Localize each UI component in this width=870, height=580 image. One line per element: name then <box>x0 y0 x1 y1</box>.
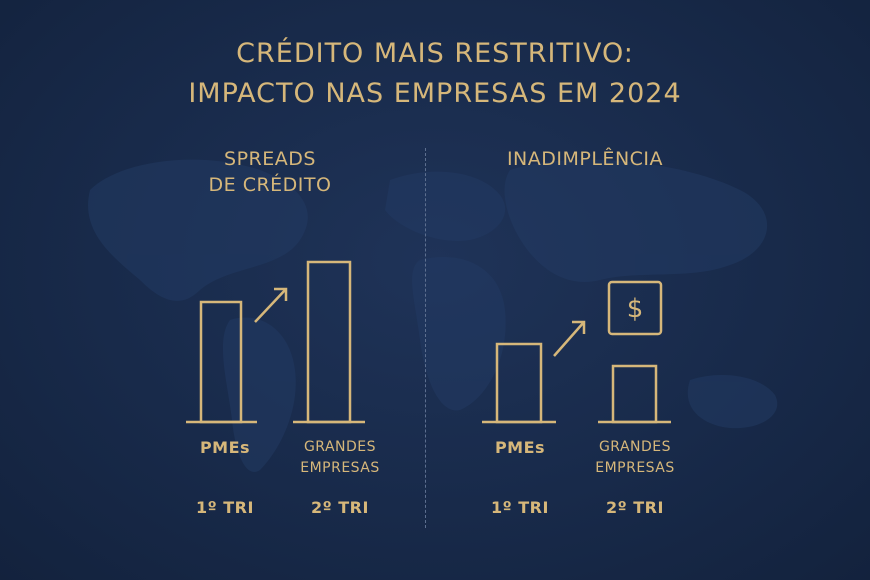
inadimplencia-arrow-up-right-icon <box>553 320 586 357</box>
spreads-panel-title: SPREADS DE CRÉDITO <box>175 146 365 198</box>
spreads-category-label-pmes: PMEs <box>199 438 251 457</box>
inadimplencia-bar-1 <box>495 342 543 424</box>
inadimplencia-category-label-pmes: PMEs <box>494 438 546 457</box>
panel-divider <box>425 148 426 528</box>
chart-title-line-2: IMPACTO NAS EMPRESAS EM 2024 <box>188 78 682 109</box>
dollar-box-icon <box>607 280 663 336</box>
chart-title-line-1: CRÉDITO MAIS RESTRITIVO: <box>236 38 634 69</box>
spreads-period-label-1: 1º TRI <box>196 498 254 517</box>
inadimplencia-bar-2 <box>611 364 658 424</box>
spreads-arrow-up-right-icon <box>254 287 288 323</box>
inadimplencia-period-label-1: 1º TRI <box>491 498 549 517</box>
inadimplencia-category-label-grandes-line2: EMPRESAS <box>595 460 675 476</box>
spreads-title-line-1: SPREADS <box>224 148 316 170</box>
spreads-category-label-grandes-line1: GRANDES <box>303 439 377 455</box>
inadimplencia-panel-title: INADIMPLÊNCIA <box>470 146 700 172</box>
spreads-category-label-grandes-line2: EMPRESAS <box>300 460 380 476</box>
inadimplencia-title-line-1: INADIMPLÊNCIA <box>506 148 664 170</box>
inadimplencia-period-label-2: 2º TRI <box>606 498 664 517</box>
spreads-bar-2 <box>306 260 352 424</box>
spreads-title-line-2: DE CRÉDITO <box>208 174 332 196</box>
spreads-period-label-2: 2º TRI <box>311 498 369 517</box>
dollar-sign-icon: $ <box>627 294 644 324</box>
spreads-bar-1 <box>199 300 243 424</box>
inadimplencia-category-label-grandes-line1: GRANDES <box>598 439 672 455</box>
